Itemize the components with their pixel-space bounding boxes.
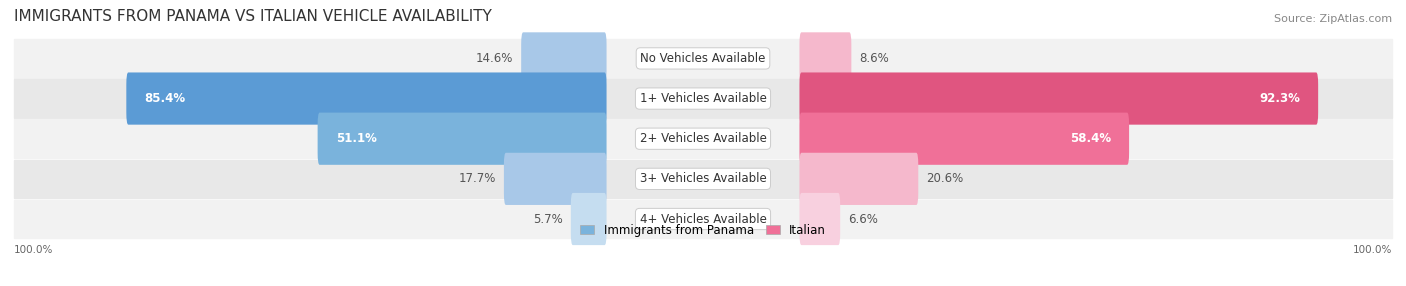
- Bar: [14, 200, 1392, 238]
- Bar: [14, 39, 1392, 78]
- Text: 17.7%: 17.7%: [458, 172, 496, 185]
- FancyBboxPatch shape: [800, 72, 1319, 125]
- Text: 100.0%: 100.0%: [14, 245, 53, 255]
- Text: 100.0%: 100.0%: [1353, 245, 1392, 255]
- Text: 51.1%: 51.1%: [336, 132, 377, 145]
- Text: 58.4%: 58.4%: [1070, 132, 1111, 145]
- Text: 5.7%: 5.7%: [533, 212, 562, 225]
- Text: Source: ZipAtlas.com: Source: ZipAtlas.com: [1274, 14, 1392, 24]
- Text: 8.6%: 8.6%: [859, 52, 889, 65]
- FancyBboxPatch shape: [800, 113, 1129, 165]
- Text: 85.4%: 85.4%: [145, 92, 186, 105]
- FancyBboxPatch shape: [522, 32, 606, 84]
- Text: 20.6%: 20.6%: [927, 172, 963, 185]
- Text: 14.6%: 14.6%: [477, 52, 513, 65]
- FancyBboxPatch shape: [503, 153, 606, 205]
- Legend: Immigrants from Panama, Italian: Immigrants from Panama, Italian: [575, 219, 831, 241]
- Text: IMMIGRANTS FROM PANAMA VS ITALIAN VEHICLE AVAILABILITY: IMMIGRANTS FROM PANAMA VS ITALIAN VEHICL…: [14, 9, 492, 24]
- Text: No Vehicles Available: No Vehicles Available: [640, 52, 766, 65]
- FancyBboxPatch shape: [800, 153, 918, 205]
- Text: 2+ Vehicles Available: 2+ Vehicles Available: [640, 132, 766, 145]
- FancyBboxPatch shape: [318, 113, 606, 165]
- FancyBboxPatch shape: [127, 72, 606, 125]
- Text: 1+ Vehicles Available: 1+ Vehicles Available: [640, 92, 766, 105]
- FancyBboxPatch shape: [800, 32, 852, 84]
- Text: 92.3%: 92.3%: [1258, 92, 1299, 105]
- Bar: [14, 160, 1392, 198]
- Text: 4+ Vehicles Available: 4+ Vehicles Available: [640, 212, 766, 225]
- Text: 6.6%: 6.6%: [848, 212, 877, 225]
- FancyBboxPatch shape: [571, 193, 606, 245]
- Text: 3+ Vehicles Available: 3+ Vehicles Available: [640, 172, 766, 185]
- Bar: [14, 120, 1392, 158]
- Bar: [14, 79, 1392, 118]
- FancyBboxPatch shape: [800, 193, 841, 245]
